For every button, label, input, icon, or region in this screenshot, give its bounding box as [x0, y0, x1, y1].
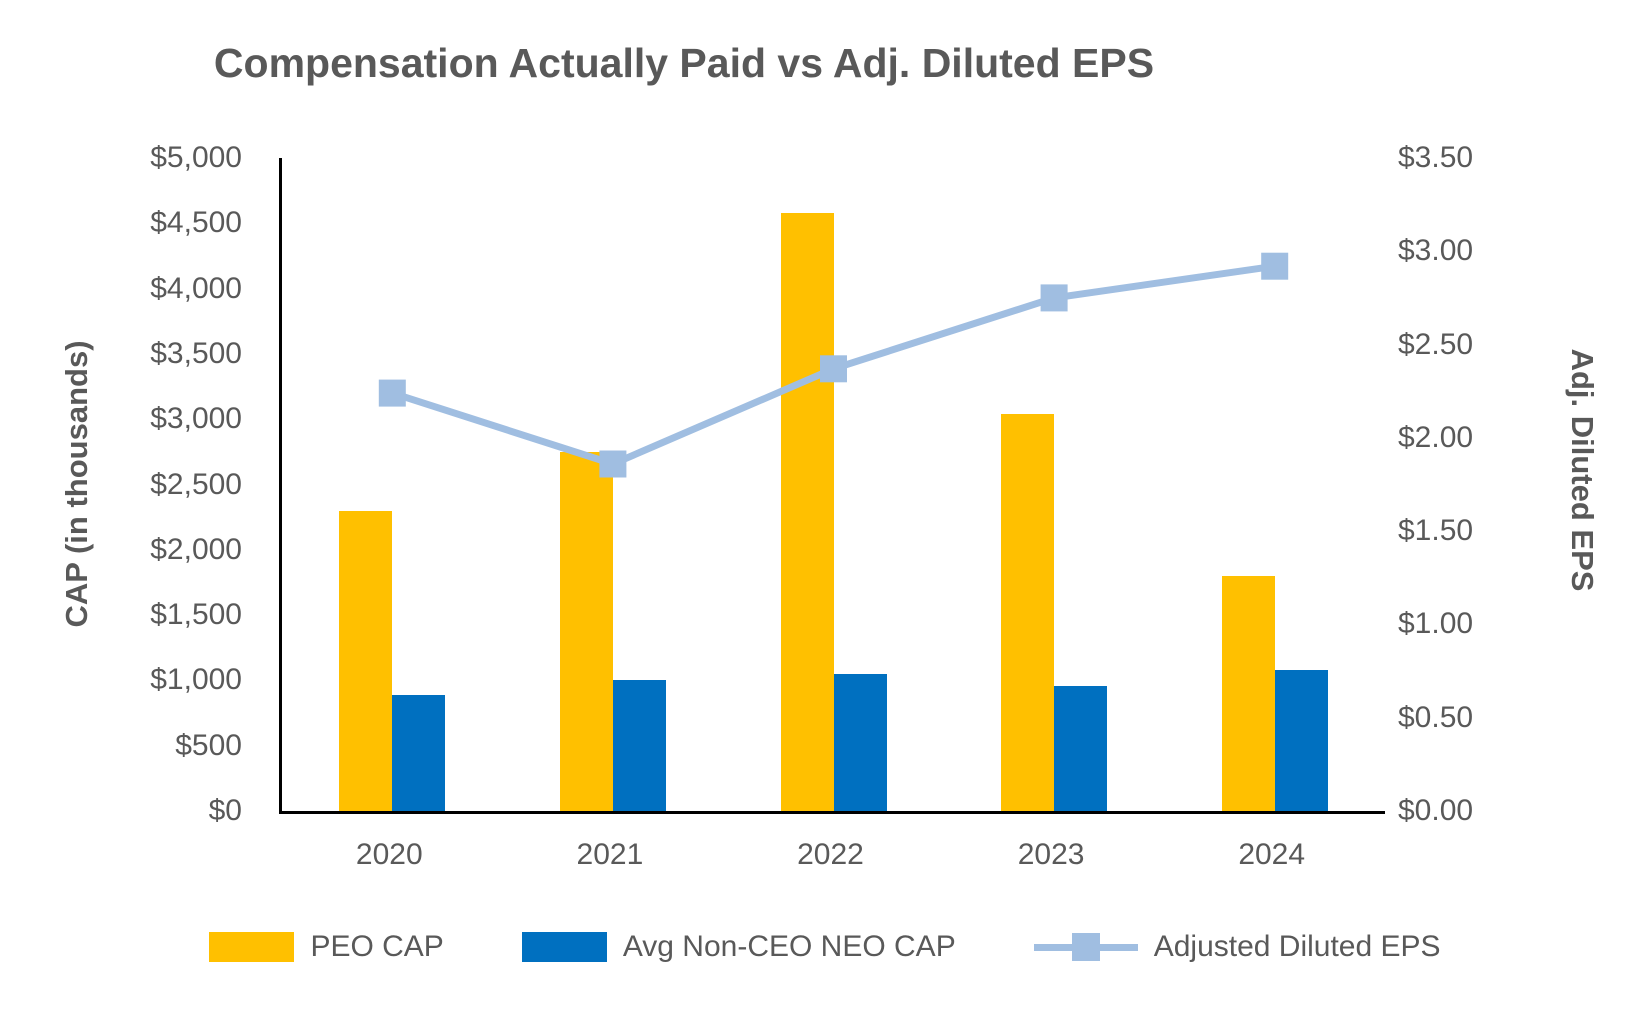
legend-line-square [1071, 933, 1100, 961]
right-axis-tick: $1.00 [1398, 607, 1474, 641]
x-axis-label-2023: 2023 [1017, 838, 1085, 871]
legend-label: Avg Non-CEO NEO CAP [622, 930, 956, 963]
legend-label: PEO CAP [310, 930, 444, 963]
legend-label: Adjusted Diluted EPS [1153, 930, 1441, 963]
x-axis-label-2021: 2021 [576, 838, 644, 871]
left-axis-tick: $2,500 [150, 467, 242, 501]
bar-peo-cap-2020 [339, 510, 393, 811]
eps-line-layer [378, 252, 1289, 478]
right-axis-tick: $3.00 [1398, 234, 1474, 268]
left-axis-tick-labels: $0 $500 $1,000 $1,500 $2,000 $2,500 $3,000 $3,5… [0, 0, 242, 1022]
bar-avg-non-ceo-neo-cap-2020 [392, 695, 446, 811]
eps-marker-2020 [378, 379, 406, 407]
left-axis-tick: $3,000 [150, 402, 242, 436]
legend-swatch-icon [209, 932, 295, 962]
left-axis-tick: $1,000 [150, 663, 242, 697]
plot-area [279, 158, 1385, 814]
x-axis-label-2020: 2020 [355, 838, 423, 871]
eps-marker-2023 [1040, 284, 1068, 312]
left-axis-tick: $4,000 [150, 271, 242, 305]
right-axis-tick: $0.00 [1398, 794, 1474, 827]
left-axis-tick: $3,500 [150, 336, 242, 370]
legend-item-peo-cap: PEO CAP [209, 930, 444, 964]
bar-peo-cap-2021 [559, 451, 613, 811]
left-axis-tick: $1,500 [150, 598, 242, 632]
eps-marker-2024 [1261, 252, 1289, 280]
legend-item-avg-non-ceo-neo-cap: Avg Non-CEO NEO CAP [521, 930, 956, 964]
right-axis-tick-labels: $0.00 $0.50 $1.00 $1.50 $2.00 $2.50 $3.00 $3.50 [1398, 0, 1618, 1022]
legend-swatch-icon [521, 932, 607, 962]
bar-peo-cap-2022 [780, 212, 834, 811]
right-axis-tick: $2.00 [1398, 420, 1474, 454]
right-axis-tick: $0.50 [1398, 700, 1474, 734]
legend-item-adjusted-diluted-eps: Adjusted Diluted EPS [1033, 930, 1441, 964]
right-axis-tick: $1.50 [1398, 514, 1474, 548]
bar-avg-non-ceo-neo-cap-2023 [1054, 686, 1108, 811]
left-axis-tick: $500 [175, 728, 242, 762]
x-axis-label-2024: 2024 [1238, 838, 1306, 871]
right-axis-tick: $2.50 [1398, 327, 1474, 361]
bar-avg-non-ceo-neo-cap-2022 [833, 673, 887, 811]
left-axis-tick: $5,000 [150, 141, 242, 174]
left-axis-tick: $4,500 [150, 206, 242, 240]
bar-peo-cap-2024 [1221, 575, 1275, 811]
bar-avg-non-ceo-neo-cap-2024 [1274, 669, 1328, 811]
eps-marker-2021 [599, 450, 627, 478]
left-axis-tick: $2,000 [150, 532, 242, 566]
legend-line-marker-icon [1033, 932, 1138, 962]
right-axis-tick: $3.50 [1398, 141, 1474, 174]
bar-avg-non-ceo-neo-cap-2021 [612, 680, 666, 811]
x-axis-labels: 2020 2021 2022 2023 2024 [279, 838, 1382, 878]
legend: PEO CAP Avg Non-CEO NEO CAP Adjusted Dilut… [0, 922, 1650, 972]
x-axis-label-2022: 2022 [797, 838, 864, 871]
eps-marker-2022 [820, 355, 847, 383]
chart-title: Compensation Actually Paid vs Adj. Dilut… [213, 40, 1155, 86]
left-axis-tick: $0 [208, 794, 242, 827]
bar-peo-cap-2023 [1001, 413, 1055, 811]
